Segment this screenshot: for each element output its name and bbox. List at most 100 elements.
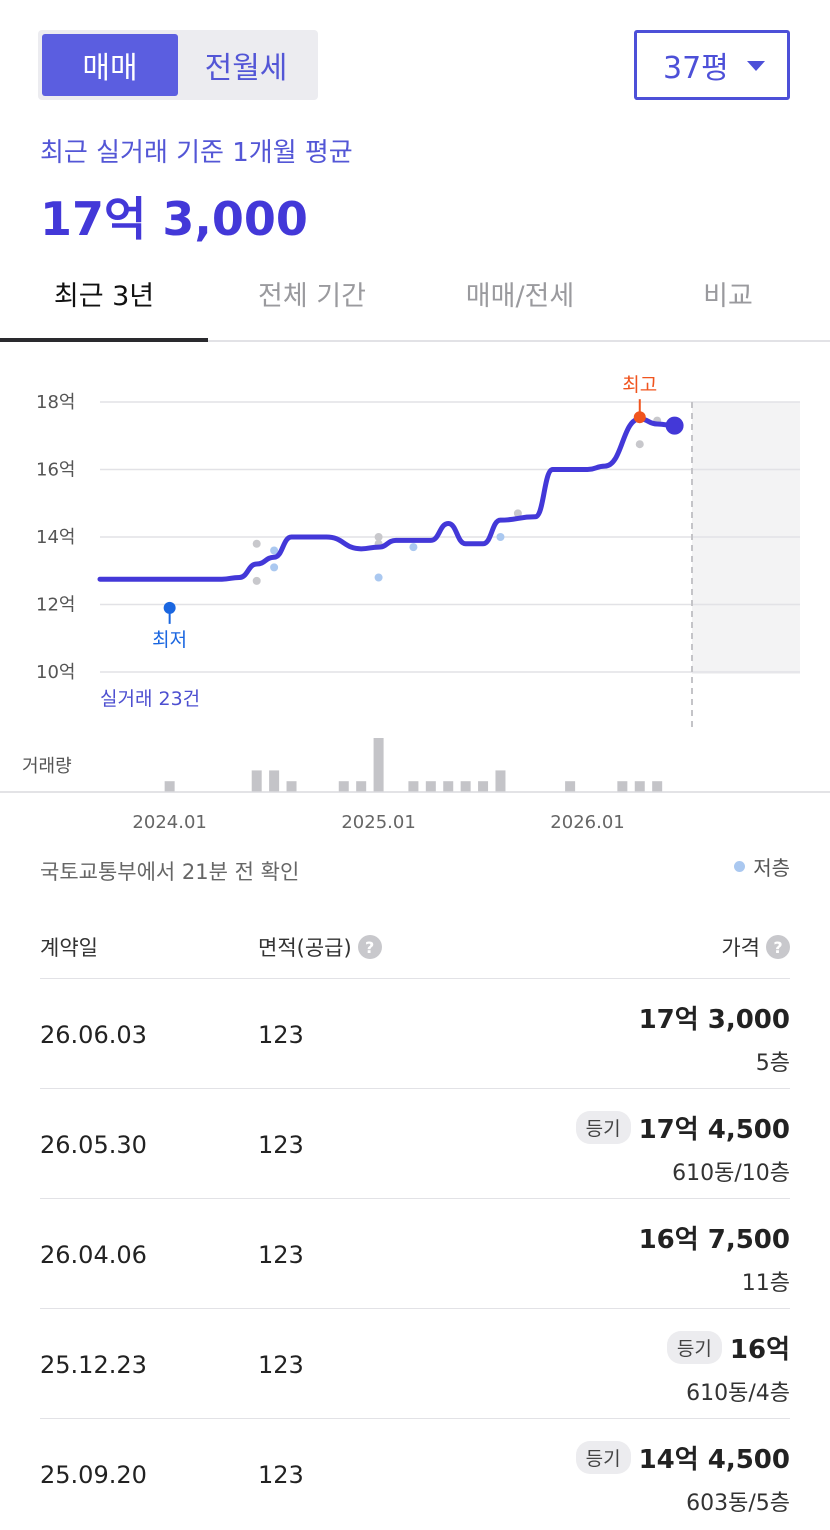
volume-bar: [634, 781, 645, 792]
row-price-line: 등기 17억 4,500: [575, 1109, 790, 1146]
row-area: 123: [258, 1351, 304, 1379]
row-date: 26.04.06: [40, 1241, 147, 1269]
table-row[interactable]: 26.06.03 123 17억 3,000 5층: [40, 979, 790, 1089]
tab-compare[interactable]: 비교: [703, 281, 753, 312]
volume-bar: [338, 781, 349, 792]
row-area: 123: [258, 1021, 304, 1049]
row-price-line: 등기 14억 4,500: [575, 1439, 790, 1476]
size-select[interactable]: 37평: [634, 30, 790, 100]
volume-bar: [652, 781, 663, 792]
volume-bar: [460, 781, 471, 792]
rent-toggle-button[interactable]: 전월세: [204, 51, 288, 86]
row-price: 17억 4,500: [638, 1115, 790, 1145]
row-date: 26.06.03: [40, 1021, 147, 1049]
volume-bar: [373, 738, 384, 792]
y-tick-label: 16억: [36, 460, 75, 481]
low-floor-dot-icon: [734, 861, 746, 872]
trade-dot: [513, 509, 522, 518]
table-row[interactable]: 25.09.20 123 등기 14억 4,500 603동/5층: [40, 1419, 790, 1529]
row-price: 17억 3,000: [638, 1005, 790, 1035]
trade-dot: [374, 573, 383, 582]
volume-bar: [425, 781, 436, 792]
y-tick-label: 18억: [36, 392, 75, 413]
trade-dot: [252, 539, 261, 548]
active-tab-indicator: [0, 338, 208, 342]
row-price-line: 등기 16억: [666, 1329, 790, 1366]
row-price: 16억: [729, 1335, 790, 1365]
header-date-label: 계약일: [40, 936, 98, 960]
size-select-value: 37평: [663, 51, 729, 86]
y-tick-label: 12억: [36, 595, 75, 616]
volume-bar: [356, 781, 367, 792]
volume-bar: [617, 781, 628, 792]
row-floor: 11층: [741, 1271, 790, 1296]
volume-bar: [164, 781, 175, 792]
y-tick-label: 14억: [36, 527, 75, 548]
registered-badge: 등기: [575, 1111, 631, 1144]
row-price: 16억 7,500: [638, 1225, 790, 1255]
table-row[interactable]: 25.12.23 123 등기 16억 610동/4층: [40, 1309, 790, 1419]
volume-bar: [286, 781, 297, 792]
header-price: 가격 ?: [721, 932, 790, 962]
table-row[interactable]: 26.04.06 123 16억 7,500 11층: [40, 1199, 790, 1309]
trade-type-toggle: 매매 전월세: [38, 30, 318, 100]
x-tick-label: 2026.01: [550, 812, 624, 833]
header-price-label: 가격: [721, 936, 760, 960]
trade-count-label: 실거래 23건: [100, 688, 200, 710]
y-tick-label: 10억: [36, 662, 75, 683]
header-area-label: 면적(공급): [258, 936, 352, 960]
trade-dot: [496, 533, 505, 541]
low-point-label: 최저: [152, 629, 187, 651]
help-icon[interactable]: ?: [357, 935, 382, 959]
sale-toggle-button[interactable]: 매매: [42, 34, 178, 96]
tab-recent-3-years[interactable]: 최근 3년: [53, 281, 155, 312]
volume-bar: [443, 781, 454, 792]
volume-bar: [565, 781, 576, 792]
row-area: 123: [258, 1241, 304, 1269]
registered-badge: 등기: [666, 1331, 722, 1364]
tab-all-period[interactable]: 전체 기간: [258, 281, 366, 312]
row-floor: 610동/10층: [672, 1161, 790, 1186]
help-icon[interactable]: ?: [766, 935, 790, 959]
volume-bar: [495, 770, 506, 792]
future-shade: [692, 402, 800, 674]
period-tabs: 최근 3년 전체 기간 매매/전세 비교: [0, 260, 830, 342]
data-source-text: 국토교통부에서 21분 전 확인: [40, 860, 300, 884]
row-price-line: 16억 7,500: [639, 1219, 790, 1256]
average-price-value: 17억 3,000: [40, 192, 308, 246]
volume-bar: [408, 781, 419, 792]
row-date: 26.05.30: [40, 1131, 147, 1159]
row-area: 123: [258, 1131, 304, 1159]
trade-dot: [270, 563, 279, 572]
average-price-label: 최근 실거래 기준 1개월 평균: [40, 138, 353, 168]
price-trend-line: [97, 416, 678, 582]
trade-dot: [409, 543, 418, 552]
high-point-label: 최고: [622, 374, 657, 396]
chart-legend: 저층: [734, 852, 790, 881]
volume-bar: [251, 770, 262, 792]
high-point-dot: [633, 411, 646, 424]
row-date: 25.12.23: [40, 1351, 147, 1379]
x-tick-label: 2024.01: [132, 812, 206, 833]
trade-dot: [635, 440, 644, 449]
table-header-divider: [40, 978, 790, 979]
caret-down-icon: [747, 61, 765, 71]
row-area: 123: [258, 1461, 304, 1489]
tab-sale-jeonse[interactable]: 매매/전세: [465, 281, 575, 312]
volume-bar: [269, 770, 280, 792]
row-price: 14억 4,500: [638, 1445, 790, 1475]
x-tick-label: 2025.01: [341, 812, 415, 833]
trade-dot: [374, 533, 383, 541]
row-floor: 603동/5층: [686, 1491, 790, 1516]
table-row[interactable]: 26.05.30 123 등기 17억 4,500 610동/10층: [40, 1089, 790, 1199]
trade-dot: [252, 576, 261, 585]
price-chart: 18억 16억 14억 12억 10억 최저 최고 실거래 23건 거래량 2024.01…: [0, 374, 830, 833]
row-floor: 610동/4층: [686, 1381, 790, 1406]
volume-bar: [478, 781, 489, 792]
volume-label: 거래량: [22, 756, 72, 777]
row-price-line: 17억 3,000: [639, 999, 790, 1036]
registered-badge: 등기: [575, 1441, 631, 1474]
header-contract-date: 계약일: [40, 932, 98, 962]
row-floor: 5층: [755, 1051, 790, 1076]
legend-label-low-floor: 저층: [753, 856, 790, 880]
